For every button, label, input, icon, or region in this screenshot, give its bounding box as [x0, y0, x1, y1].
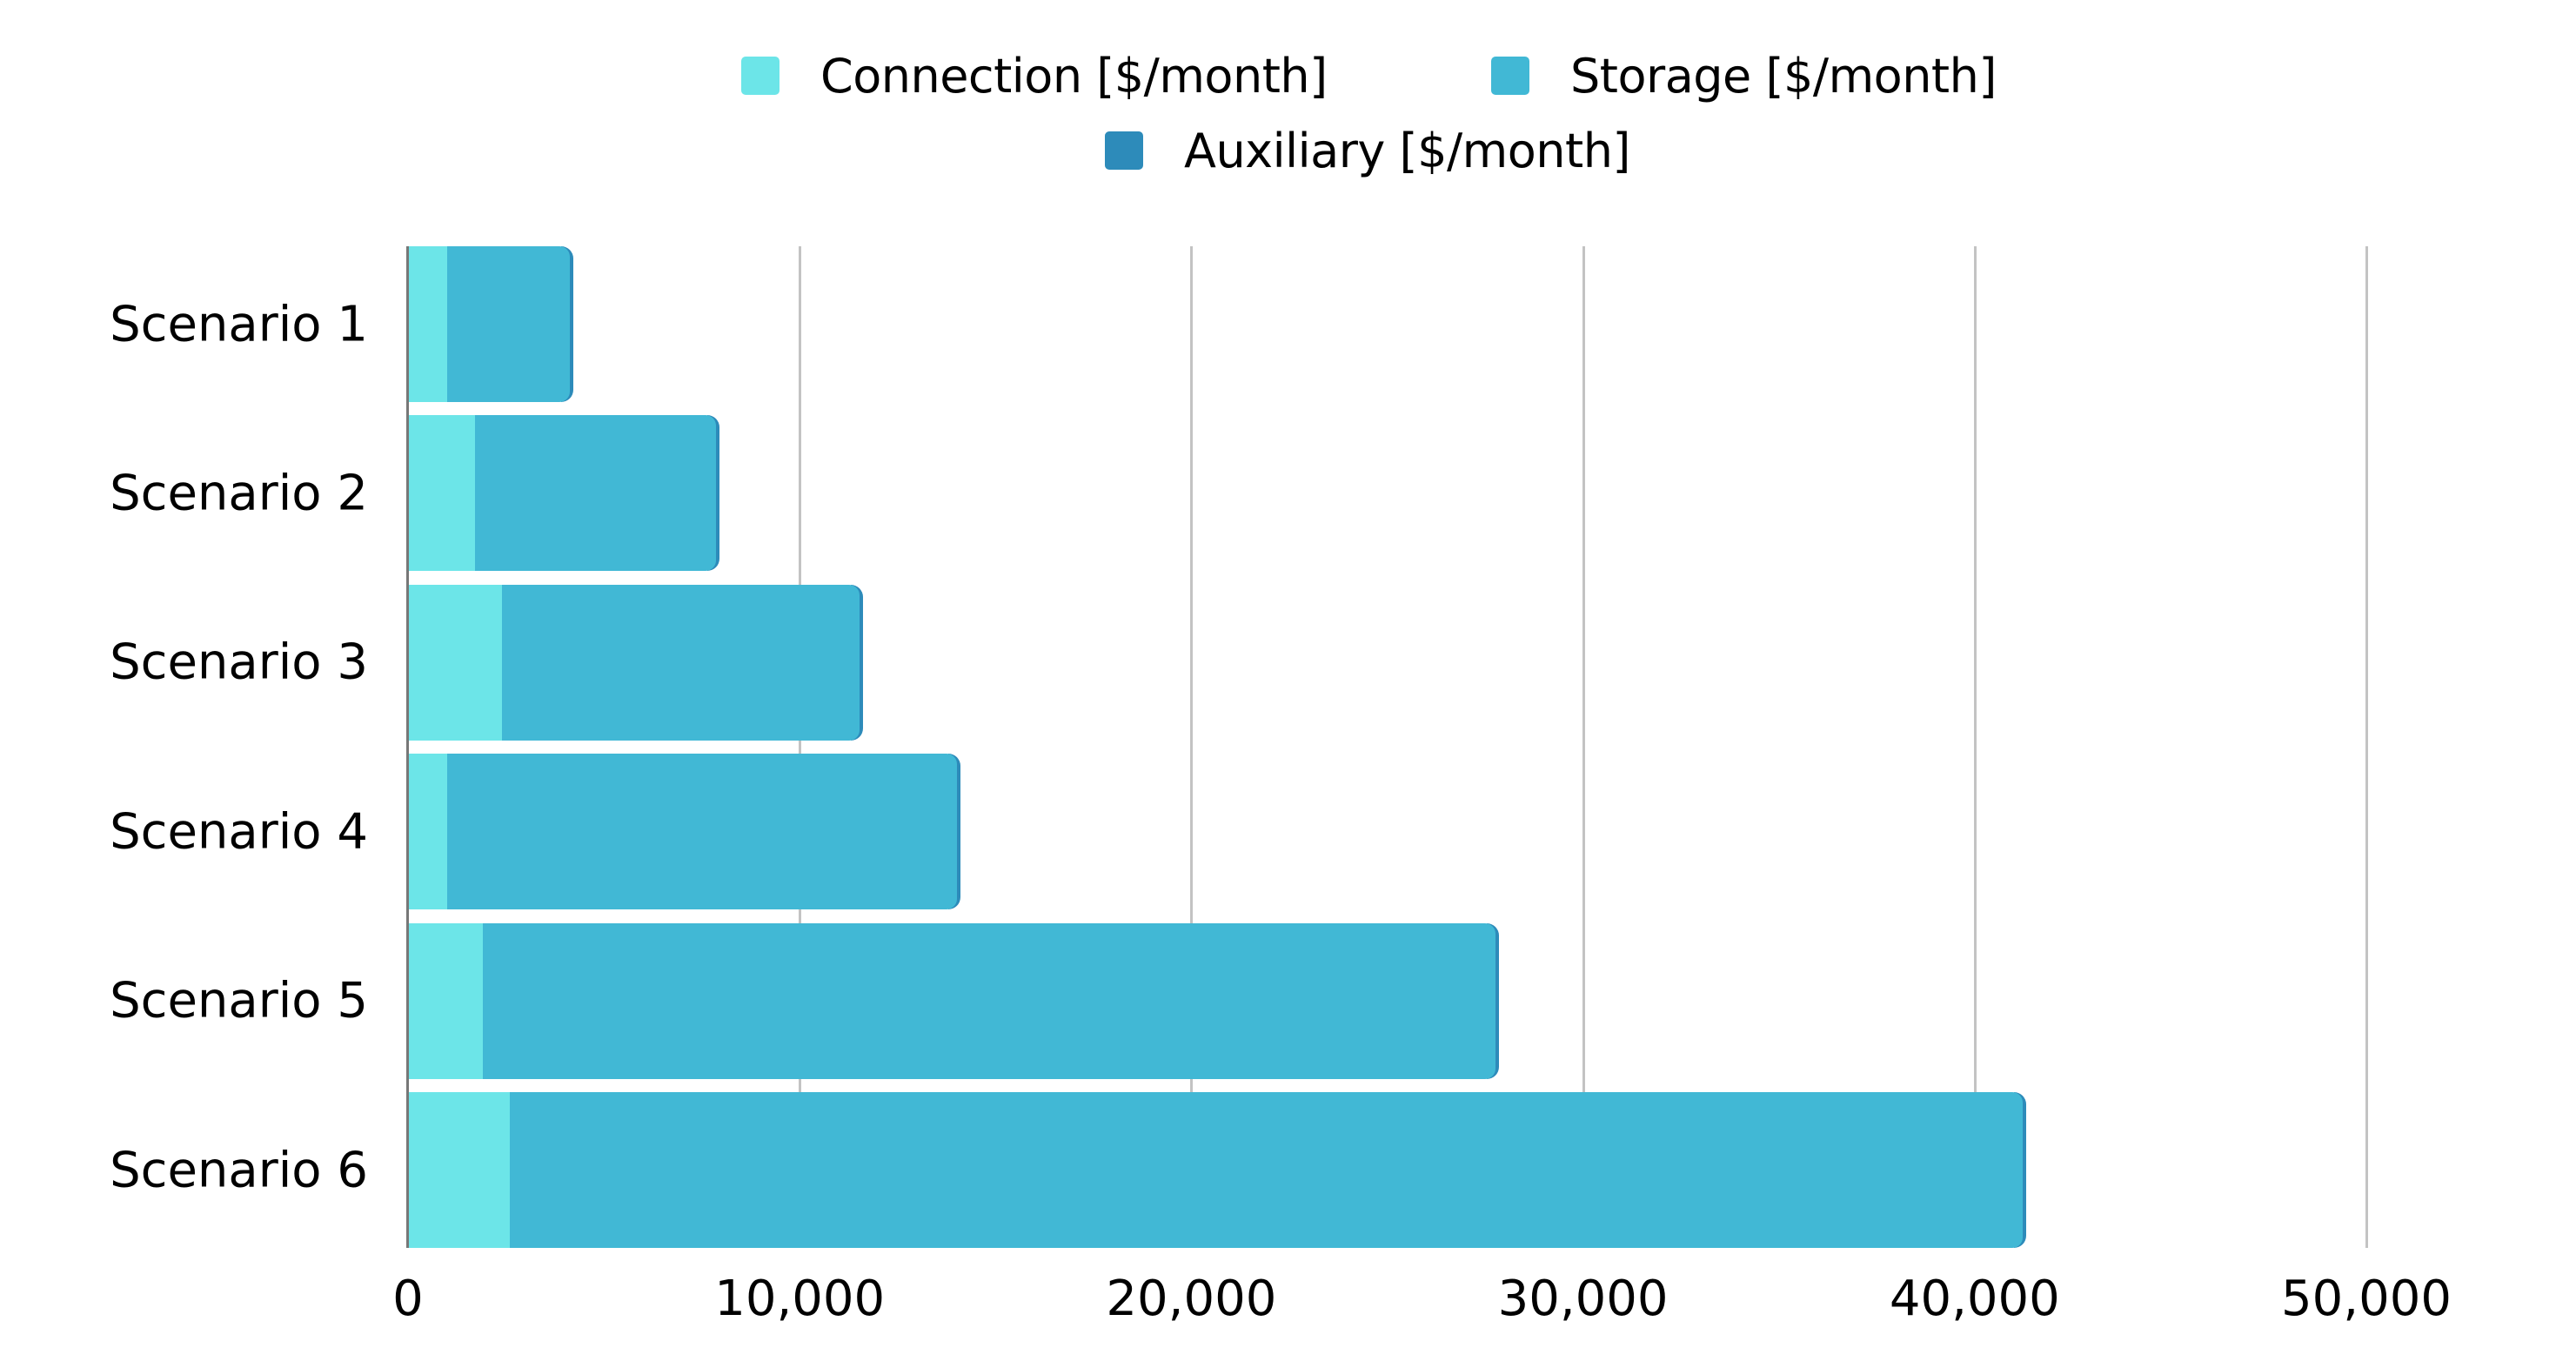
- legend-item-auxiliary[interactable]: Auxiliary [$/month]: [1105, 123, 1631, 178]
- legend-label-storage: Storage [$/month]: [1570, 48, 1997, 104]
- bar-segment-storage[interactable]: [482, 922, 1496, 1079]
- bar-segment-connection[interactable]: [408, 754, 448, 910]
- bar-segment-connection[interactable]: [408, 415, 475, 572]
- bar-segment-connection[interactable]: [408, 246, 448, 402]
- plot-area: [406, 246, 2368, 1248]
- gridline: [2365, 246, 2368, 1248]
- gridline: [1582, 246, 1585, 1248]
- gridline: [1190, 246, 1194, 1248]
- x-tick-label: 30,000: [1497, 1271, 1669, 1327]
- y-category-label: Scenario 4: [110, 803, 368, 861]
- bar-segment-storage[interactable]: [447, 246, 570, 402]
- legend-swatch-connection-icon: [741, 57, 779, 95]
- legend-swatch-auxiliary-icon: [1105, 131, 1143, 170]
- bar-scenario-1[interactable]: [408, 246, 573, 402]
- legend-label-connection: Connection [$/month]: [820, 48, 1328, 104]
- x-tick-label: 50,000: [2281, 1271, 2452, 1327]
- y-category-label: Scenario 6: [110, 1142, 368, 1198]
- bar-segment-connection[interactable]: [408, 584, 503, 741]
- y-axis-line: [406, 246, 409, 1248]
- legend-swatch-storage-icon: [1491, 57, 1529, 95]
- y-category-label: Scenario 2: [110, 465, 368, 522]
- gridline: [799, 246, 802, 1248]
- bar-segment-storage[interactable]: [474, 415, 717, 572]
- bar-scenario-5[interactable]: [408, 922, 1500, 1079]
- bar-segment-connection[interactable]: [408, 1092, 511, 1248]
- bar-scenario-6[interactable]: [408, 1092, 2026, 1248]
- bar-segment-connection[interactable]: [408, 922, 483, 1079]
- x-tick-label: 0: [392, 1271, 424, 1327]
- bar-segment-storage[interactable]: [510, 1092, 2023, 1248]
- x-tick-label: 40,000: [1889, 1271, 2060, 1327]
- y-category-label: Scenario 3: [110, 634, 368, 691]
- legend-item-storage[interactable]: Storage [$/month]: [1491, 48, 1997, 104]
- legend-label-auxiliary: Auxiliary [$/month]: [1184, 123, 1631, 178]
- y-category-label: Scenario 5: [110, 972, 368, 1029]
- x-tick-label: 10,000: [714, 1271, 886, 1327]
- bar-scenario-3[interactable]: [408, 584, 863, 741]
- bar-scenario-2[interactable]: [408, 415, 720, 572]
- bar-segment-storage[interactable]: [502, 584, 860, 741]
- bar-segment-storage[interactable]: [447, 754, 958, 910]
- legend-item-connection[interactable]: Connection [$/month]: [741, 48, 1328, 104]
- bar-scenario-4[interactable]: [408, 754, 961, 910]
- x-tick-label: 20,000: [1106, 1271, 1277, 1327]
- gridline: [1973, 246, 1977, 1248]
- y-category-label: Scenario 1: [110, 296, 368, 352]
